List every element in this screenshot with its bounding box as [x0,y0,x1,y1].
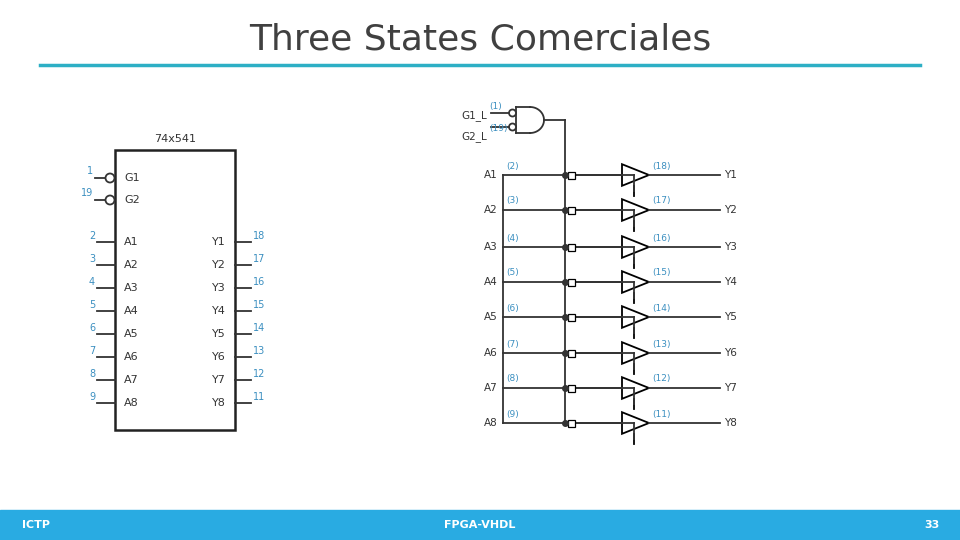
Text: (14): (14) [652,303,670,313]
Bar [115,150,235,430]
Text: G2_L: G2_L [461,132,487,143]
Text: A3: A3 [124,283,138,293]
Text: 74x541: 74x541 [154,134,196,144]
Text: 19: 19 [81,188,93,198]
Bar [568,314,575,321]
Text: A4: A4 [484,277,498,287]
Polygon shape [622,342,649,364]
Circle shape [106,173,114,183]
Text: Y6: Y6 [212,352,226,362]
Bar [568,244,575,251]
Text: (9): (9) [506,409,518,418]
Polygon shape [622,412,649,434]
Text: (16): (16) [652,233,670,242]
Text: A7: A7 [124,375,139,385]
Text: Y6: Y6 [724,348,737,358]
Bar [568,384,575,391]
Text: A6: A6 [124,352,138,362]
Text: 14: 14 [253,323,265,333]
Text: (6): (6) [506,303,518,313]
Polygon shape [622,306,649,328]
Text: 16: 16 [253,277,265,287]
Polygon shape [622,271,649,293]
Text: 8: 8 [89,369,95,379]
Circle shape [509,110,516,117]
Text: 3: 3 [89,254,95,264]
Text: (7): (7) [506,340,518,348]
Text: 13: 13 [253,346,265,356]
Text: Y8: Y8 [724,418,737,428]
Text: 33: 33 [924,520,940,530]
Text: G2: G2 [124,195,140,205]
Text: A8: A8 [484,418,498,428]
Circle shape [106,195,114,205]
Text: 6: 6 [89,323,95,333]
Text: Y1: Y1 [212,237,226,247]
Text: 1: 1 [86,166,93,176]
Text: (4): (4) [506,233,518,242]
Text: (5): (5) [506,268,518,278]
Text: 4: 4 [89,277,95,287]
Text: Y5: Y5 [212,329,226,339]
Text: (18): (18) [652,161,670,171]
Text: (17): (17) [652,197,670,206]
Bar [568,172,575,179]
Bar [568,420,575,427]
Text: (3): (3) [506,197,518,206]
Text: A1: A1 [124,237,138,247]
Text: G1: G1 [124,173,139,183]
Text: Y3: Y3 [724,242,737,252]
Text: A5: A5 [124,329,138,339]
Text: 12: 12 [253,369,265,379]
Polygon shape [622,377,649,399]
Text: Y4: Y4 [212,306,226,316]
Text: Y1: Y1 [724,170,737,180]
Text: A6: A6 [484,348,498,358]
Text: Three States Comerciales: Three States Comerciales [249,23,711,57]
Text: ICTP: ICTP [22,520,50,530]
Text: 9: 9 [89,392,95,402]
Text: (19): (19) [489,125,508,133]
Bar [568,349,575,356]
Bar [568,279,575,286]
Text: 5: 5 [88,300,95,310]
Text: 2: 2 [88,231,95,241]
Bar [0,510,960,540]
Text: A1: A1 [484,170,498,180]
Polygon shape [622,236,649,258]
Text: Y2: Y2 [724,205,737,215]
Polygon shape [622,164,649,186]
Text: (12): (12) [652,375,670,383]
Text: A8: A8 [124,398,139,408]
Circle shape [509,124,516,131]
Text: A2: A2 [484,205,498,215]
Text: 11: 11 [253,392,265,402]
Bar [568,206,575,213]
Text: 18: 18 [253,231,265,241]
Text: Y2: Y2 [212,260,226,270]
Text: Y7: Y7 [724,383,737,393]
Polygon shape [622,199,649,221]
Text: Y7: Y7 [212,375,226,385]
Text: Y4: Y4 [724,277,737,287]
Text: 7: 7 [88,346,95,356]
Text: Y8: Y8 [212,398,226,408]
Text: (13): (13) [652,340,670,348]
Text: (1): (1) [489,102,502,111]
Text: A4: A4 [124,306,139,316]
Text: 17: 17 [253,254,265,264]
Text: (11): (11) [652,409,670,418]
Text: A7: A7 [484,383,498,393]
Text: Y5: Y5 [724,312,737,322]
Text: G1_L: G1_L [461,111,487,122]
Text: A2: A2 [124,260,139,270]
Text: (2): (2) [506,161,518,171]
Text: (8): (8) [506,375,518,383]
Text: (15): (15) [652,268,670,278]
Text: A5: A5 [484,312,498,322]
Text: FPGA-VHDL: FPGA-VHDL [444,520,516,530]
Text: 15: 15 [253,300,265,310]
Text: A3: A3 [484,242,498,252]
Text: Y3: Y3 [212,283,226,293]
